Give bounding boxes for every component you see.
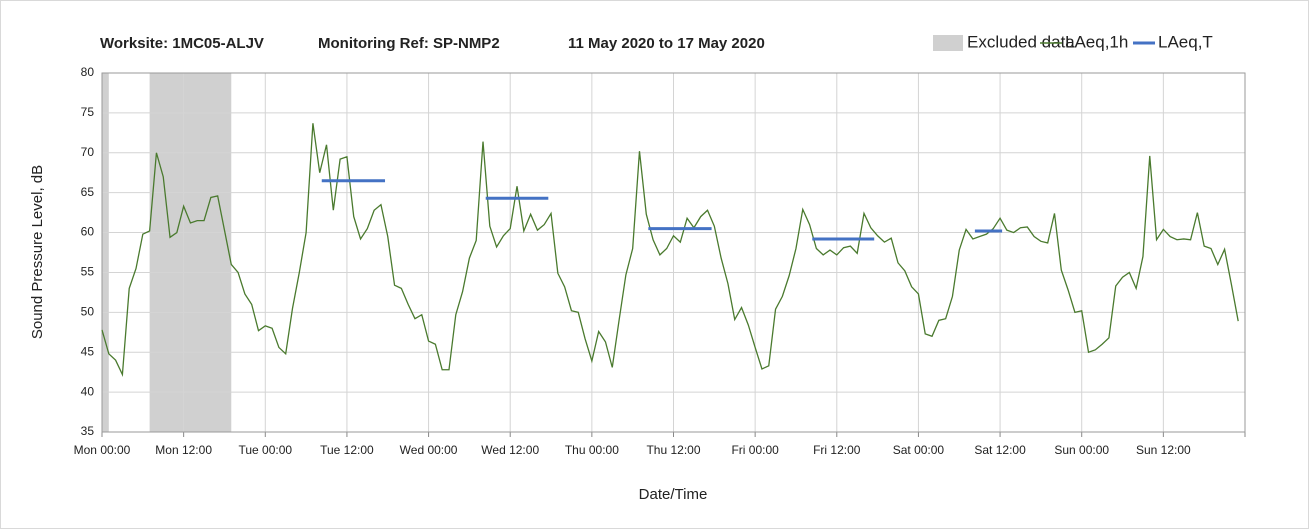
legend-label: LAeq,1h: [1065, 32, 1128, 51]
x-tick-label: Mon 12:00: [155, 443, 212, 457]
y-tick-label: 65: [81, 185, 95, 199]
x-tick-label: Fri 00:00: [731, 443, 779, 457]
x-tick-label: Thu 12:00: [646, 443, 700, 457]
x-tick-label: Wed 12:00: [481, 443, 539, 457]
x-tick-label: Tue 12:00: [320, 443, 374, 457]
excluded-band: [102, 73, 109, 432]
x-tick-label: Fri 12:00: [813, 443, 861, 457]
x-tick-label: Sun 00:00: [1054, 443, 1109, 457]
plot-border: [101, 72, 1246, 433]
y-axis-title: Sound Pressure Level, dB: [29, 165, 46, 339]
y-tick-label: 80: [81, 65, 95, 79]
legend-label: LAeq,T: [1158, 32, 1213, 51]
chart-title: Worksite: 1MC05-ALJV: [100, 35, 264, 52]
y-tick-label: 75: [81, 105, 95, 119]
chart-title: Monitoring Ref: SP-NMP2: [318, 35, 500, 52]
x-tick-label: Mon 00:00: [74, 443, 131, 457]
x-axis-title: Date/Time: [639, 486, 708, 503]
y-tick-label: 45: [81, 344, 95, 358]
y-tick-label: 55: [81, 265, 95, 279]
x-tick-label: Tue 00:00: [238, 443, 292, 457]
x-tick-label: Sat 12:00: [974, 443, 1026, 457]
y-tick-label: 35: [81, 424, 95, 438]
x-tick-label: Wed 00:00: [400, 443, 458, 457]
y-tick-label: 60: [81, 225, 95, 239]
excluded-band: [149, 73, 232, 432]
legend-label: Excluded data: [967, 32, 1075, 51]
y-tick-label: 40: [81, 384, 95, 398]
y-tick-label: 50: [81, 305, 95, 319]
x-tick-label: Thu 00:00: [565, 443, 619, 457]
x-tick-label: Sun 12:00: [1136, 443, 1191, 457]
chart-title: 11 May 2020 to 17 May 2020: [568, 35, 765, 52]
data-line: [101, 123, 1239, 378]
legend-swatch: [933, 35, 963, 51]
x-tick-label: Sat 00:00: [893, 443, 945, 457]
y-tick-label: 70: [81, 145, 95, 159]
